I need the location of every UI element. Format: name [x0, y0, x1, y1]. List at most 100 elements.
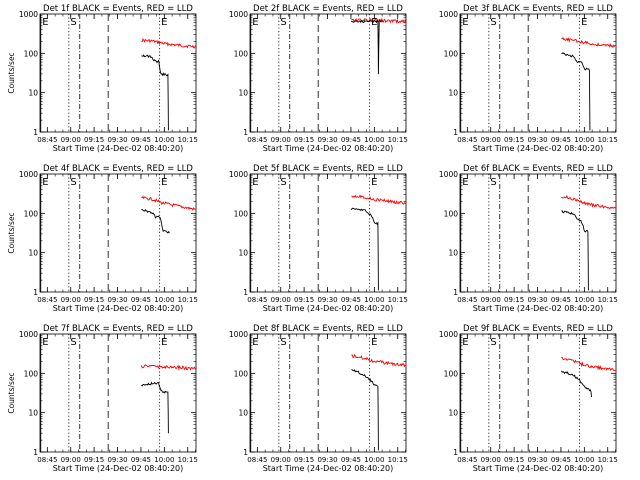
x-tick-label: 08:45 — [247, 296, 267, 304]
events-series-line — [141, 208, 170, 234]
marker-label: S — [70, 337, 76, 348]
x-tick-label: 09:00 — [481, 136, 501, 144]
marker-label: S — [280, 337, 286, 348]
x-axis-label: Start Time (24-Dec-02 08:40:20) — [473, 304, 604, 313]
x-tick-label: 09:15 — [504, 456, 524, 464]
y-tick-label: 1000 — [439, 170, 458, 179]
y-tick-label: 10 — [28, 409, 38, 418]
x-tick-label: 08:45 — [37, 456, 57, 464]
marker-label: E — [42, 337, 48, 348]
y-tick-label: 100 — [444, 209, 459, 218]
events-series-line — [141, 54, 169, 131]
y-axis-label: Counts/sec — [7, 372, 16, 413]
marker-label: S — [70, 17, 76, 28]
y-tick-label: 1000 — [229, 10, 248, 19]
y-tick-label: 1000 — [19, 330, 38, 339]
marker-label: S — [70, 177, 76, 188]
y-tick-label: 1 — [453, 128, 458, 137]
marker-label: E — [161, 337, 167, 348]
x-tick-label: 09:00 — [481, 456, 501, 464]
x-tick-label: 09:15 — [294, 296, 314, 304]
x-tick-label: 10:00 — [364, 296, 384, 304]
x-tick-label: 10:15 — [178, 456, 198, 464]
events-series-line — [561, 52, 591, 131]
panel-2: Det 2f BLACK = Events, RED = LLD 1 10 100 10… — [229, 4, 408, 153]
lld-series-line — [561, 194, 617, 210]
x-tick-label: 10:00 — [154, 456, 174, 464]
x-tick-label: 10:15 — [598, 456, 618, 464]
marker-label: E — [252, 337, 258, 348]
y-tick-label: 1000 — [19, 10, 38, 19]
x-axis-label: Start Time (24-Dec-02 08:40:20) — [263, 464, 394, 473]
y-axis-label: Counts/sec — [7, 212, 16, 253]
x-tick-label: 09:00 — [481, 296, 501, 304]
x-tick-label: 09:45 — [341, 296, 361, 304]
x-tick-label: 09:45 — [131, 456, 151, 464]
panel-7: Det 7f BLACK = Events, RED = LLD 1 10 100 10… — [7, 324, 198, 473]
events-series-line — [351, 19, 383, 75]
x-tick-label: 09:15 — [84, 456, 104, 464]
events-series-line — [350, 207, 379, 291]
x-tick-label: 09:15 — [504, 136, 524, 144]
y-tick-label: 1000 — [229, 330, 248, 339]
marker-label: E — [371, 17, 377, 28]
lld-series-line — [351, 353, 407, 368]
plot-frame — [249, 173, 407, 293]
events-series-line — [351, 369, 379, 451]
y-axis-label: Counts/sec — [7, 52, 16, 93]
x-tick-label: 10:15 — [388, 296, 408, 304]
x-tick-label: 09:15 — [294, 136, 314, 144]
y-tick-label: 10 — [238, 409, 248, 418]
marker-label: E — [42, 177, 48, 188]
x-tick-label: 09:45 — [551, 456, 571, 464]
x-tick-label: 09:30 — [317, 456, 337, 464]
x-tick-label: 08:45 — [457, 136, 477, 144]
y-tick-label: 10 — [448, 89, 458, 98]
x-tick-label: 09:30 — [317, 136, 337, 144]
panel-title: Det 6f BLACK = Events, RED = LLD — [463, 164, 613, 174]
x-tick-label: 09:45 — [131, 296, 151, 304]
x-axis-label: Start Time (24-Dec-02 08:40:20) — [53, 464, 184, 473]
y-tick-label: 1 — [243, 448, 248, 457]
lld-series-line — [140, 364, 196, 371]
x-tick-label: 08:45 — [37, 296, 57, 304]
lld-series-line — [561, 356, 617, 372]
x-axis-label: Start Time (24-Dec-02 08:40:20) — [473, 464, 604, 473]
panel-title: Det 3f BLACK = Events, RED = LLD — [463, 4, 613, 14]
marker-label: S — [280, 177, 286, 188]
plot-frame — [459, 13, 617, 133]
y-tick-label: 100 — [24, 369, 39, 378]
y-tick-label: 1 — [453, 288, 458, 297]
x-tick-label: 09:30 — [527, 136, 547, 144]
y-tick-label: 100 — [234, 209, 249, 218]
x-tick-label: 10:00 — [154, 296, 174, 304]
panel-3: Det 3f BLACK = Events, RED = LLD 1 10 100 10… — [439, 4, 618, 153]
panel-title: Det 7f BLACK = Events, RED = LLD — [43, 324, 193, 334]
x-tick-label: 09:30 — [317, 296, 337, 304]
x-tick-label: 10:15 — [598, 296, 618, 304]
panel-title: Det 5f BLACK = Events, RED = LLD — [253, 164, 403, 174]
y-tick-label: 1000 — [19, 170, 38, 179]
x-tick-label: 10:15 — [388, 456, 408, 464]
x-tick-label: 10:15 — [178, 136, 198, 144]
x-tick-label: 09:30 — [527, 296, 547, 304]
panel-title: Det 9f BLACK = Events, RED = LLD — [463, 324, 613, 334]
x-tick-label: 08:45 — [247, 136, 267, 144]
y-tick-label: 1 — [453, 448, 458, 457]
marker-label: E — [462, 17, 468, 28]
x-tick-label: 09:15 — [84, 296, 104, 304]
x-tick-label: 09:15 — [294, 456, 314, 464]
x-tick-label: 08:45 — [457, 296, 477, 304]
x-axis-label: Start Time (24-Dec-02 08:40:20) — [473, 144, 604, 153]
y-tick-label: 100 — [234, 369, 249, 378]
plot-frame — [39, 13, 197, 133]
x-tick-label: 08:45 — [457, 456, 477, 464]
plot-frame — [39, 173, 197, 293]
y-tick-label: 1 — [33, 128, 38, 137]
x-tick-label: 10:00 — [154, 136, 174, 144]
marker-label: S — [490, 337, 496, 348]
marker-label: E — [581, 337, 587, 348]
y-tick-label: 10 — [238, 249, 248, 258]
events-series-line — [561, 370, 592, 398]
